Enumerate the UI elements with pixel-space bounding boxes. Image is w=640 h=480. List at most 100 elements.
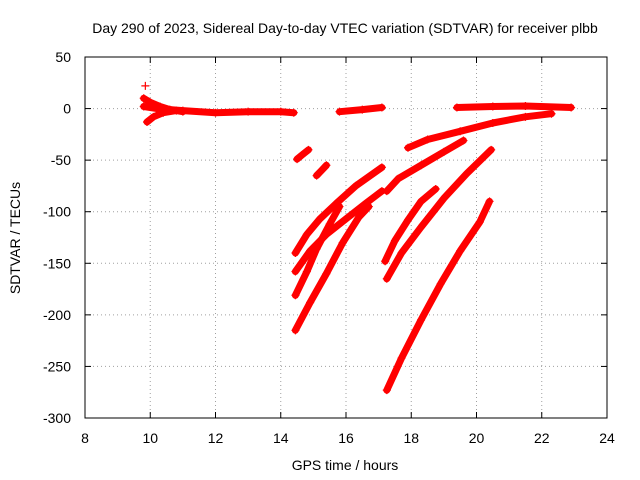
y-tick-label: 0 (63, 101, 71, 117)
chart-title: Day 290 of 2023, Sidereal Day-to-day VTE… (92, 20, 598, 36)
x-axis-label: GPS time / hours (292, 457, 399, 473)
data-point (381, 257, 390, 266)
y-tick-label: -50 (51, 152, 71, 168)
y-tick-label: -300 (43, 410, 71, 426)
series-track-12 (383, 137, 467, 195)
data-point (312, 244, 321, 253)
x-tick-label: 10 (142, 430, 158, 446)
data-point (403, 143, 412, 152)
axis-ticks: 8 10 12 14 16 18 20 22 24 50 0 -50 -100 -150 -200 -250 -… (43, 49, 615, 446)
x-tick-label: 12 (208, 430, 224, 446)
data-point (397, 354, 406, 363)
data-point (139, 102, 148, 111)
data-point (297, 150, 306, 159)
data-point (178, 107, 187, 116)
data-point (141, 81, 150, 90)
y-tick-label: -150 (43, 255, 71, 271)
data-point (211, 108, 220, 117)
data-point (142, 117, 151, 126)
y-axis-label: SDTVAR / TECUs (7, 182, 23, 294)
data-point (377, 163, 386, 172)
data-point (485, 197, 494, 206)
data-point (291, 248, 300, 257)
data-point (452, 103, 461, 112)
series-track-15 (383, 146, 495, 283)
data-point (351, 181, 360, 190)
data-point (172, 106, 181, 115)
data-point (521, 101, 530, 110)
data-point (156, 102, 165, 111)
data-point (567, 103, 576, 112)
data-point (431, 185, 440, 194)
series-track-11 (291, 203, 373, 334)
data-point (146, 98, 155, 107)
y-tick-label: -200 (43, 307, 71, 323)
data-point (462, 169, 471, 178)
series-track-2 (143, 107, 180, 126)
data-point (322, 161, 331, 170)
data-point (436, 279, 445, 288)
data-point (475, 218, 484, 227)
data-point (358, 105, 367, 114)
data-point (335, 107, 344, 116)
series-track-9 (291, 187, 386, 275)
data-point (397, 248, 406, 257)
data-point (139, 94, 148, 103)
data-point (338, 238, 347, 247)
data-point (459, 136, 468, 145)
data-point (312, 171, 321, 180)
data-point (149, 112, 158, 121)
data-point (417, 161, 426, 170)
x-tick-label: 22 (534, 430, 550, 446)
data-point (382, 187, 391, 196)
data-point (390, 236, 399, 245)
data-point (304, 145, 313, 154)
data-point (382, 274, 391, 283)
data-point (291, 326, 300, 335)
data-point (382, 386, 391, 395)
data-point (456, 246, 465, 255)
data-point (417, 316, 426, 325)
data-point (456, 127, 465, 136)
data-point (439, 194, 448, 203)
data-point (302, 267, 311, 276)
x-tick-label: 8 (81, 430, 89, 446)
data-point (335, 202, 344, 211)
data-point (244, 107, 253, 116)
data-point (306, 298, 315, 307)
data-point (289, 108, 298, 117)
data-point (276, 107, 285, 116)
data-point (291, 267, 300, 276)
x-tick-label: 24 (599, 430, 615, 446)
data-point (355, 212, 364, 221)
data-point (377, 103, 386, 112)
data-point (423, 135, 432, 144)
data-point (487, 145, 496, 154)
x-tick-label: 20 (469, 430, 485, 446)
x-tick-label: 18 (403, 430, 419, 446)
series-track-14 (381, 185, 440, 265)
data-point (417, 197, 426, 206)
data-point (293, 155, 302, 164)
data-point (322, 269, 331, 278)
y-tick-label: -100 (43, 204, 71, 220)
data-point (302, 230, 311, 239)
data-series (139, 81, 576, 395)
data-point (488, 102, 497, 111)
data-point (291, 291, 300, 300)
x-tick-label: 16 (338, 430, 354, 446)
data-point (439, 147, 448, 156)
data-point (521, 112, 530, 121)
series-track-13 (404, 110, 555, 152)
data-point (488, 119, 497, 128)
data-point (364, 202, 373, 211)
data-point (317, 166, 326, 175)
series-track-8 (291, 163, 386, 257)
data-point (417, 223, 426, 232)
x-tick-label: 14 (273, 430, 289, 446)
y-tick-label: 50 (55, 49, 71, 65)
series-track-5 (453, 102, 575, 111)
data-point (547, 109, 556, 118)
data-point (315, 214, 324, 223)
